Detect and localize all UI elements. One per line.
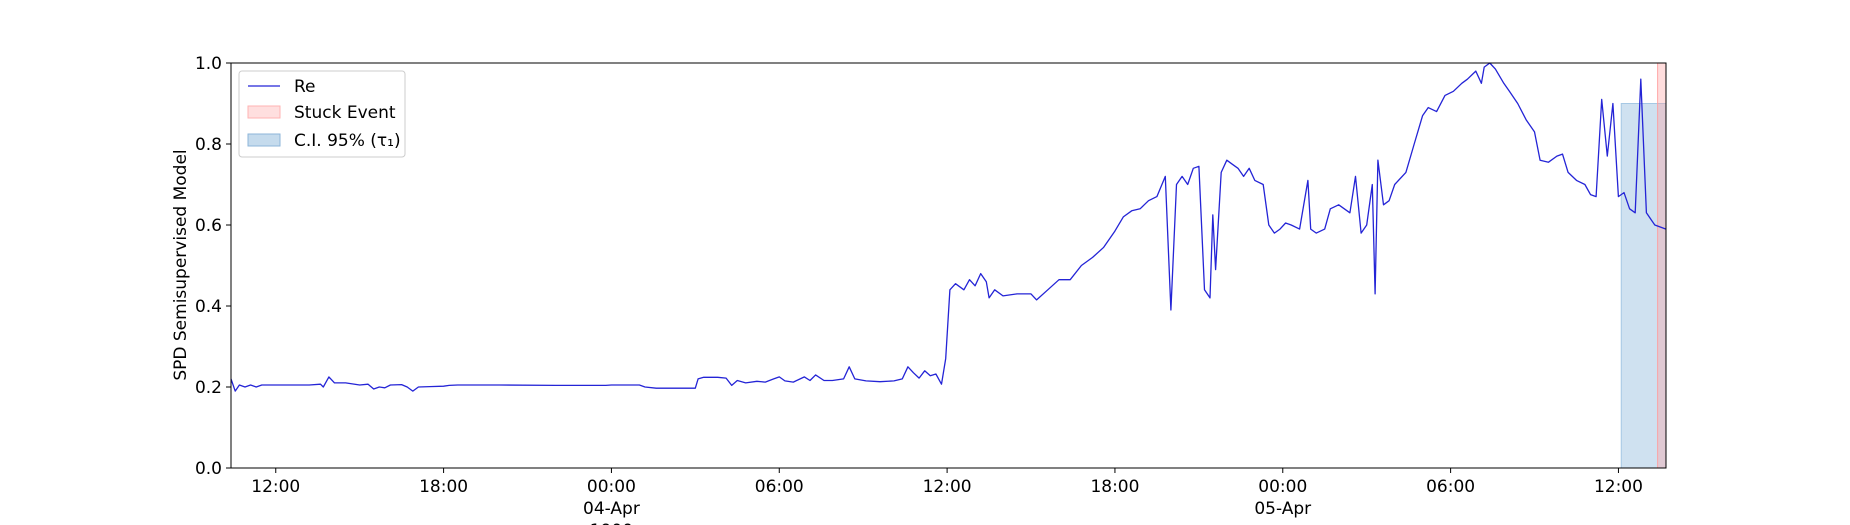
legend: Re Stuck Event C.I. 95% (τ₁): [239, 71, 405, 157]
span-stuck-event: [1658, 63, 1666, 468]
legend-entry-label: Stuck Event: [294, 103, 396, 123]
plot-background: [231, 63, 1666, 468]
x-tick-label: 06:00: [1426, 477, 1475, 497]
y-tick-label: 0.4: [195, 297, 222, 317]
x-tick-label: 00:00: [587, 477, 636, 497]
y-tick-label: 1.0: [195, 54, 222, 74]
y-axis-label: SPD Semisupervised Model: [171, 149, 191, 380]
x-tick-year-label: 1900: [590, 521, 633, 525]
y-tick-label: 0.2: [195, 378, 222, 398]
x-tick-label: 12:00: [251, 477, 300, 497]
legend-marker-ci: [248, 134, 280, 146]
y-tick-label: 0.8: [195, 135, 222, 155]
x-axis: 12:0018:0000:0004-Apr190006:0012:0018:00…: [251, 468, 1643, 525]
legend-entry-label: Re: [294, 77, 316, 97]
spans-layer: [1621, 63, 1666, 468]
x-tick-label: 12:00: [923, 477, 972, 497]
x-tick-label: 06:00: [755, 477, 804, 497]
legend-marker-stuck-event: [248, 106, 280, 118]
x-tick-date-label: 05-Apr: [1254, 499, 1311, 519]
x-tick-label: 18:00: [1090, 477, 1139, 497]
y-tick-label: 0.6: [195, 216, 222, 236]
y-tick-label: 0.0: [195, 459, 222, 479]
x-tick-label: 00:00: [1258, 477, 1307, 497]
x-tick-label: 18:00: [419, 477, 468, 497]
x-tick-date-label: 04-Apr: [583, 499, 640, 519]
x-tick-label: 12:00: [1594, 477, 1643, 497]
y-axis: 0.0 0.2 0.4 0.6 0.8 1.0: [195, 54, 231, 479]
legend-entry-label: C.I. 95% (τ₁): [294, 131, 401, 151]
